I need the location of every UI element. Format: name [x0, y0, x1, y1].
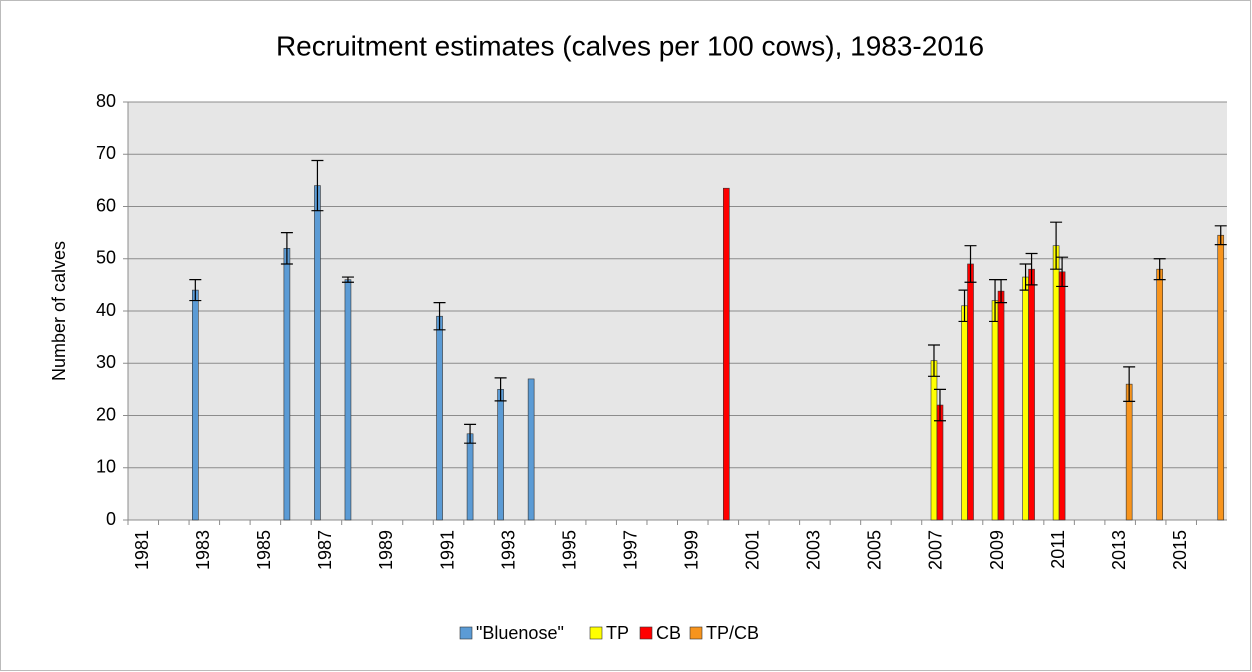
y-tick-label: 40: [96, 300, 116, 320]
error-bar: [1050, 221, 1063, 270]
error-bar: [1056, 256, 1069, 288]
y-tick-label: 20: [96, 404, 116, 424]
x-tick-label: 1985: [254, 530, 274, 570]
x-tick-label: 2003: [804, 530, 824, 570]
x-tick-label: 1997: [620, 530, 640, 570]
y-tick-label: 50: [96, 248, 116, 268]
y-axis-label: Number of calves: [49, 241, 69, 381]
legend-swatch: [689, 626, 703, 640]
legend-swatch: [639, 626, 653, 640]
error-bar: [1214, 225, 1227, 246]
error-bar: [964, 245, 977, 283]
bar: [1125, 383, 1133, 521]
bar: [1028, 268, 1035, 521]
bar: [497, 389, 504, 521]
x-tick-label: 1999: [682, 530, 702, 570]
bar: [936, 404, 944, 521]
error-bar: [433, 302, 446, 331]
y-tick-label: 0: [106, 509, 116, 529]
x-tick-label: 1989: [376, 530, 396, 570]
legend-swatch: [589, 626, 603, 640]
x-tick-label: 1995: [559, 530, 579, 570]
error-bar: [189, 279, 202, 302]
x-tick-label: 2001: [743, 530, 763, 570]
y-tick-label: 30: [96, 352, 116, 372]
error-bar: [933, 388, 946, 422]
legend-label: "Bluenose": [476, 623, 564, 643]
y-tick-label: 70: [96, 143, 116, 163]
y-tick-label: 80: [96, 91, 116, 111]
chart-title: Recruitment estimates (calves per 100 co…: [276, 30, 984, 61]
legend-label: TP/CB: [706, 623, 759, 643]
error-bar: [927, 344, 940, 377]
bar: [1058, 271, 1066, 521]
error-bar: [280, 232, 293, 265]
error-bar: [995, 279, 1008, 304]
bar: [1022, 276, 1029, 521]
bar: [1217, 234, 1225, 521]
error-bar: [1123, 366, 1136, 402]
bar: [314, 185, 321, 521]
bar: [192, 289, 199, 521]
error-bar: [1153, 258, 1166, 281]
bar: [991, 300, 999, 521]
bar: [436, 315, 443, 521]
error-bar: [341, 276, 354, 283]
legend-label: CB: [656, 623, 681, 643]
legend-swatch: [459, 626, 473, 640]
bar: [466, 433, 474, 521]
x-tick-label: 2015: [1170, 530, 1190, 570]
bar: [722, 187, 730, 521]
error-bar: [494, 377, 507, 402]
error-bar: [311, 159, 324, 212]
bar: [967, 263, 974, 521]
x-tick-label: 1981: [132, 530, 152, 570]
y-tick-label: 10: [96, 457, 116, 477]
bar: [344, 279, 352, 521]
error-bar: [464, 423, 477, 444]
x-tick-label: 1991: [437, 530, 457, 570]
bar: [283, 248, 291, 521]
error-bar: [1025, 252, 1038, 286]
bar: [961, 305, 968, 521]
bar: [1156, 268, 1163, 521]
x-tick-label: 1983: [193, 530, 213, 570]
x-tick-label: 2007: [926, 530, 946, 570]
bar: [997, 290, 1005, 521]
x-tick-label: 2009: [987, 530, 1007, 570]
x-tick-label: 1993: [498, 530, 518, 570]
x-tick-label: 2005: [865, 530, 885, 570]
bar: [527, 378, 535, 521]
bar: [930, 360, 938, 521]
legend-label: TP: [606, 623, 629, 643]
y-tick-label: 60: [96, 195, 116, 215]
x-tick-label: 1987: [315, 530, 335, 570]
x-tick-label: 2011: [1048, 530, 1068, 569]
x-tick-label: 2013: [1109, 530, 1129, 570]
